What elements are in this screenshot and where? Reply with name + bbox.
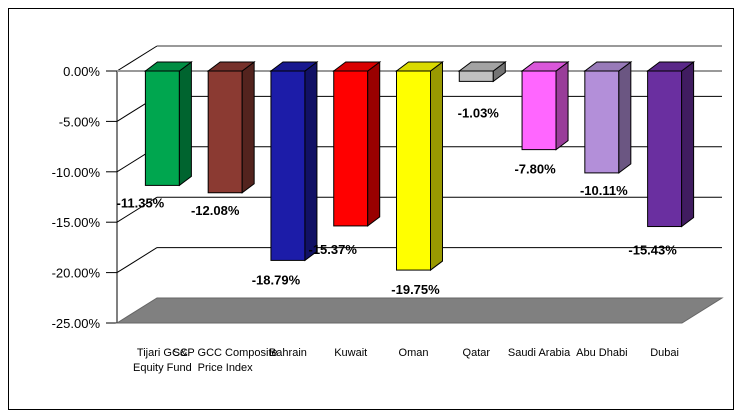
data-label: -1.03% (458, 105, 500, 120)
bar-front (647, 70, 683, 228)
bar (332, 61, 382, 227)
bar-top (332, 61, 382, 72)
bar-side (681, 61, 695, 228)
chart-floor (115, 297, 724, 324)
data-label: -18.79% (252, 272, 301, 287)
category-label: Tijari GCC (137, 347, 188, 359)
bar-side (367, 61, 381, 227)
bar-side (178, 61, 192, 187)
category-label: Equity Fund (133, 362, 192, 374)
data-label: -12.08% (191, 203, 240, 218)
bar-top (646, 61, 696, 72)
y-tick-label: -10.00% (52, 165, 101, 180)
gridline-depth (116, 45, 158, 72)
y-tick-label: -15.00% (52, 215, 101, 230)
bar (520, 61, 570, 151)
bar-side (304, 61, 318, 262)
data-label: -19.75% (391, 282, 440, 297)
bar-top (206, 61, 256, 72)
data-label: -10.11% (580, 183, 628, 198)
bar (457, 61, 507, 83)
bar-side (241, 61, 255, 194)
y-tick-label: -20.00% (52, 266, 101, 281)
bar-front (144, 70, 180, 186)
bar-side (430, 61, 443, 272)
data-label: -15.43% (628, 243, 677, 258)
bar-side (555, 61, 569, 151)
bar-front (521, 70, 557, 151)
data-label: -15.37% (309, 242, 358, 257)
bar-front (584, 70, 620, 174)
bar (269, 61, 319, 262)
bar (646, 61, 696, 228)
bar-side (618, 61, 632, 174)
bars (143, 61, 696, 272)
bar-top (583, 61, 633, 72)
category-label: Abu Dhabi (576, 347, 627, 359)
data-labels: -11.35% -12.08% -18.79% -15.37% -19.75% -1.03… (117, 105, 678, 297)
category-label: Saudi Arabia (508, 347, 571, 359)
y-tick-label: -25.00% (52, 316, 101, 331)
bar-top (457, 61, 507, 72)
bar-front (270, 70, 306, 261)
category-label: Dubai (650, 347, 679, 359)
bar-front (333, 70, 369, 227)
bar-top (520, 61, 570, 72)
y-tick-label: -5.00% (59, 114, 101, 129)
bar (395, 61, 444, 272)
y-tick-label: 0.00% (63, 64, 100, 79)
bar-top (395, 61, 444, 72)
gridline-depth (116, 247, 158, 274)
bar (143, 61, 193, 187)
bar (583, 61, 633, 174)
bar (206, 61, 256, 194)
category-label: Qatar (463, 347, 491, 359)
category-label: Price Index (198, 362, 254, 374)
data-label: -11.35% (117, 195, 165, 210)
bar-top (143, 61, 193, 72)
category-label: Kuwait (334, 347, 367, 359)
category-label: Bahrain (269, 347, 307, 359)
data-label: -7.80% (514, 162, 556, 177)
bar-front (396, 70, 431, 271)
bar-front (458, 70, 494, 82)
bar-front (207, 70, 243, 194)
gridline-depth (116, 196, 158, 223)
category-label: S&P GCC Composite (173, 347, 278, 359)
floor-plane (115, 297, 724, 324)
category-labels: Tijari GCC Equity Fund S&P GCC Composite Pr… (133, 347, 679, 374)
category-label: Oman (399, 347, 429, 359)
bar-top (269, 61, 319, 72)
y-axis-ticks: 0.00% -5.00% -10.00% -15.00% -20.00% -25.00% (52, 64, 117, 331)
